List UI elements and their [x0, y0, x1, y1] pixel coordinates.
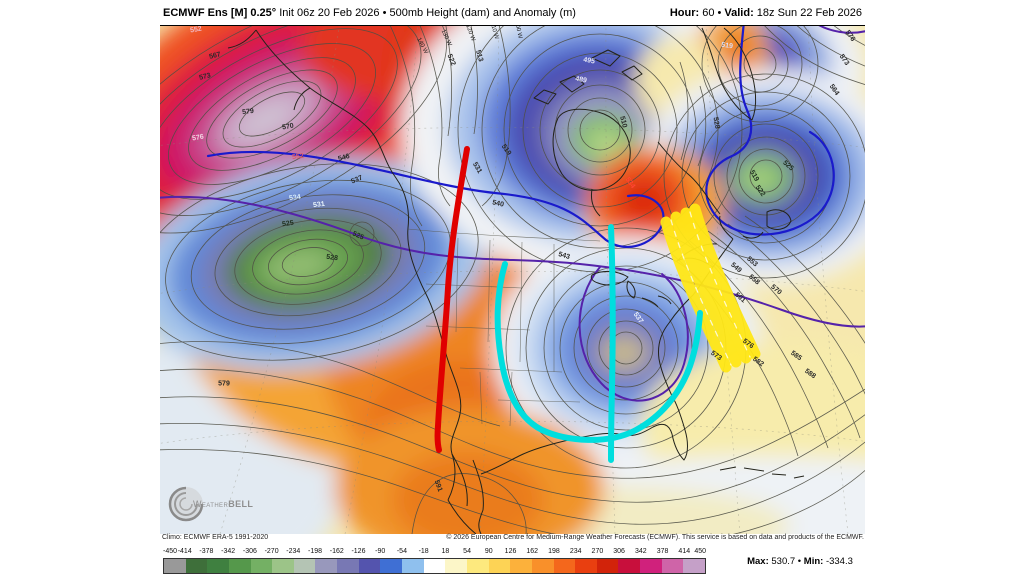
run-and-field-info: Init 06z 20 Feb 2026 • 500mb Height (dam… [276, 6, 576, 19]
cyan-annotation-u-curve [494, 261, 703, 443]
colorbar-tick-label: 414 [678, 548, 691, 555]
colorbar-tick-label: -198 [308, 548, 323, 555]
colorbar-segment [423, 559, 446, 573]
colorbar-tick-label: 450 [694, 548, 706, 555]
colorbar-segment [553, 559, 576, 573]
climatology-note: Climo: ECMWF ERA-5 1991-2020 [162, 534, 269, 541]
colorbar-tick-label: 162 [526, 548, 539, 555]
colorbar-tick-label: 90 [484, 548, 493, 555]
colorbar-segment [402, 559, 424, 573]
yellow-hatched-band [670, 211, 742, 368]
yellow-hatched-band [660, 216, 732, 373]
map-header: ECMWF Ens [M] 0.25° Init 06z 20 Feb 2026… [160, 0, 865, 25]
colorbar-segment [575, 559, 597, 573]
colorbar-segment [661, 559, 684, 573]
red-annotation-line [434, 146, 470, 453]
min-label: Min: [803, 556, 824, 567]
max-min-stats: Max: 530.7 • Min: -334.3 [722, 556, 878, 567]
copyright-note: © 2026 European Centre for Medium-Range … [446, 534, 864, 541]
colorbar-tick-label: 306 [613, 548, 625, 555]
colorbar-segment [488, 559, 511, 573]
colorbar-tick-label: -378 [199, 548, 214, 555]
colorbar-segment [445, 559, 467, 573]
colorbar-tick-label: 126 [504, 548, 517, 555]
colorbar-segment [207, 559, 229, 573]
cyan-annotation-vertical-line [608, 224, 616, 463]
hour-value: 60 • [699, 6, 725, 19]
colorbar-segments [163, 558, 706, 574]
weatherbell-logo-text: WeatherBELL [193, 499, 253, 509]
colorbar-tick-label: 378 [656, 548, 669, 555]
yellow-hatched-band [689, 203, 761, 360]
min-value: -334.3 [823, 556, 853, 567]
max-label: Max: [747, 556, 769, 567]
header-title: ECMWF Ens [M] 0.25° Init 06z 20 Feb 2026… [160, 7, 576, 19]
colorbar-tick-label: -270 [264, 548, 279, 555]
colorbar-segment [185, 559, 208, 573]
colorbar-tick-label: -18 [418, 548, 429, 555]
weatherbell-swirl-icon [168, 486, 204, 522]
colorbar-tick-label: 54 [463, 548, 471, 555]
colorbar-segment [531, 559, 554, 573]
map-canvas: 552 567 573 579 570 576 552 546 537 534 531 525 525 5… [160, 25, 865, 534]
colorbar: -450 -414 -378 -342 -306 -270 -234 -198 -162 -126… [163, 548, 706, 574]
colorbar-tick-label: -126 [351, 548, 366, 555]
hour-label: Hour: [669, 6, 700, 19]
colorbar-tick-label: -234 [286, 548, 301, 555]
colorbar-tick-label: 198 [548, 548, 560, 555]
purple-corner-contour [818, 26, 865, 34]
colorbar-tick-label: 270 [591, 548, 604, 555]
colorbar-segment [337, 559, 359, 573]
colorbar-tick-label: 18 [441, 548, 450, 555]
colorbar-tick-label: -162 [329, 548, 344, 555]
logo-weather-text: Weather [193, 499, 229, 509]
colorbar-segment [380, 559, 403, 573]
colorbar-segment [640, 559, 662, 573]
purple-trough-loop [578, 266, 689, 402]
colorbar-segment [164, 559, 186, 573]
colorbar-tick-label: -342 [221, 548, 236, 555]
purple-540-contour [160, 195, 865, 328]
colorbar-segment [228, 559, 251, 573]
yellow-hatched-band [680, 207, 752, 364]
header-valid-info: Hour: 60 • Valid: 18z Sun 22 Feb 2026 [670, 7, 865, 19]
colorbar-segment [272, 559, 294, 573]
product-name: ECMWF Ens [M] 0.25° [163, 6, 277, 19]
colorbar-tick-label: -90 [375, 548, 386, 555]
max-value: 530.7 • [768, 556, 804, 567]
colorbar-segment [510, 559, 532, 573]
weatherbell-logo: WeatherBELL [166, 484, 253, 524]
colorbar-tick-label: 234 [569, 548, 582, 555]
valid-label: Valid: [724, 6, 754, 19]
valid-value: 18z Sun 22 Feb 2026 [753, 6, 862, 19]
colorbar-tick-label: -450 [163, 548, 178, 555]
weather-map-svg [160, 26, 865, 534]
colorbar-segment [683, 559, 706, 573]
colorbar-segment [466, 559, 489, 573]
colorbar-tick-label: -306 [242, 548, 257, 555]
state-borders [407, 228, 601, 427]
logo-bell-text: BELL [228, 499, 254, 509]
colorbar-tick-label: -414 [177, 548, 192, 555]
map-footnotes: Climo: ECMWF ERA-5 1991-2020 © 2026 Euro… [160, 534, 865, 541]
colorbar-tick-label: -54 [396, 548, 407, 555]
colorbar-segment [618, 559, 641, 573]
colorbar-segment [358, 559, 381, 573]
colorbar-segment [315, 559, 338, 573]
colorbar-ticks: -450 -414 -378 -342 -306 -270 -234 -198 -162 -126… [163, 548, 706, 557]
colorbar-segment [250, 559, 273, 573]
blue-atlantic-contour [705, 26, 835, 236]
colorbar-segment [596, 559, 619, 573]
anomaly-shading [160, 26, 865, 534]
colorbar-segment [293, 559, 316, 573]
annotations [434, 146, 761, 463]
colorbar-tick-label: 342 [634, 548, 647, 555]
